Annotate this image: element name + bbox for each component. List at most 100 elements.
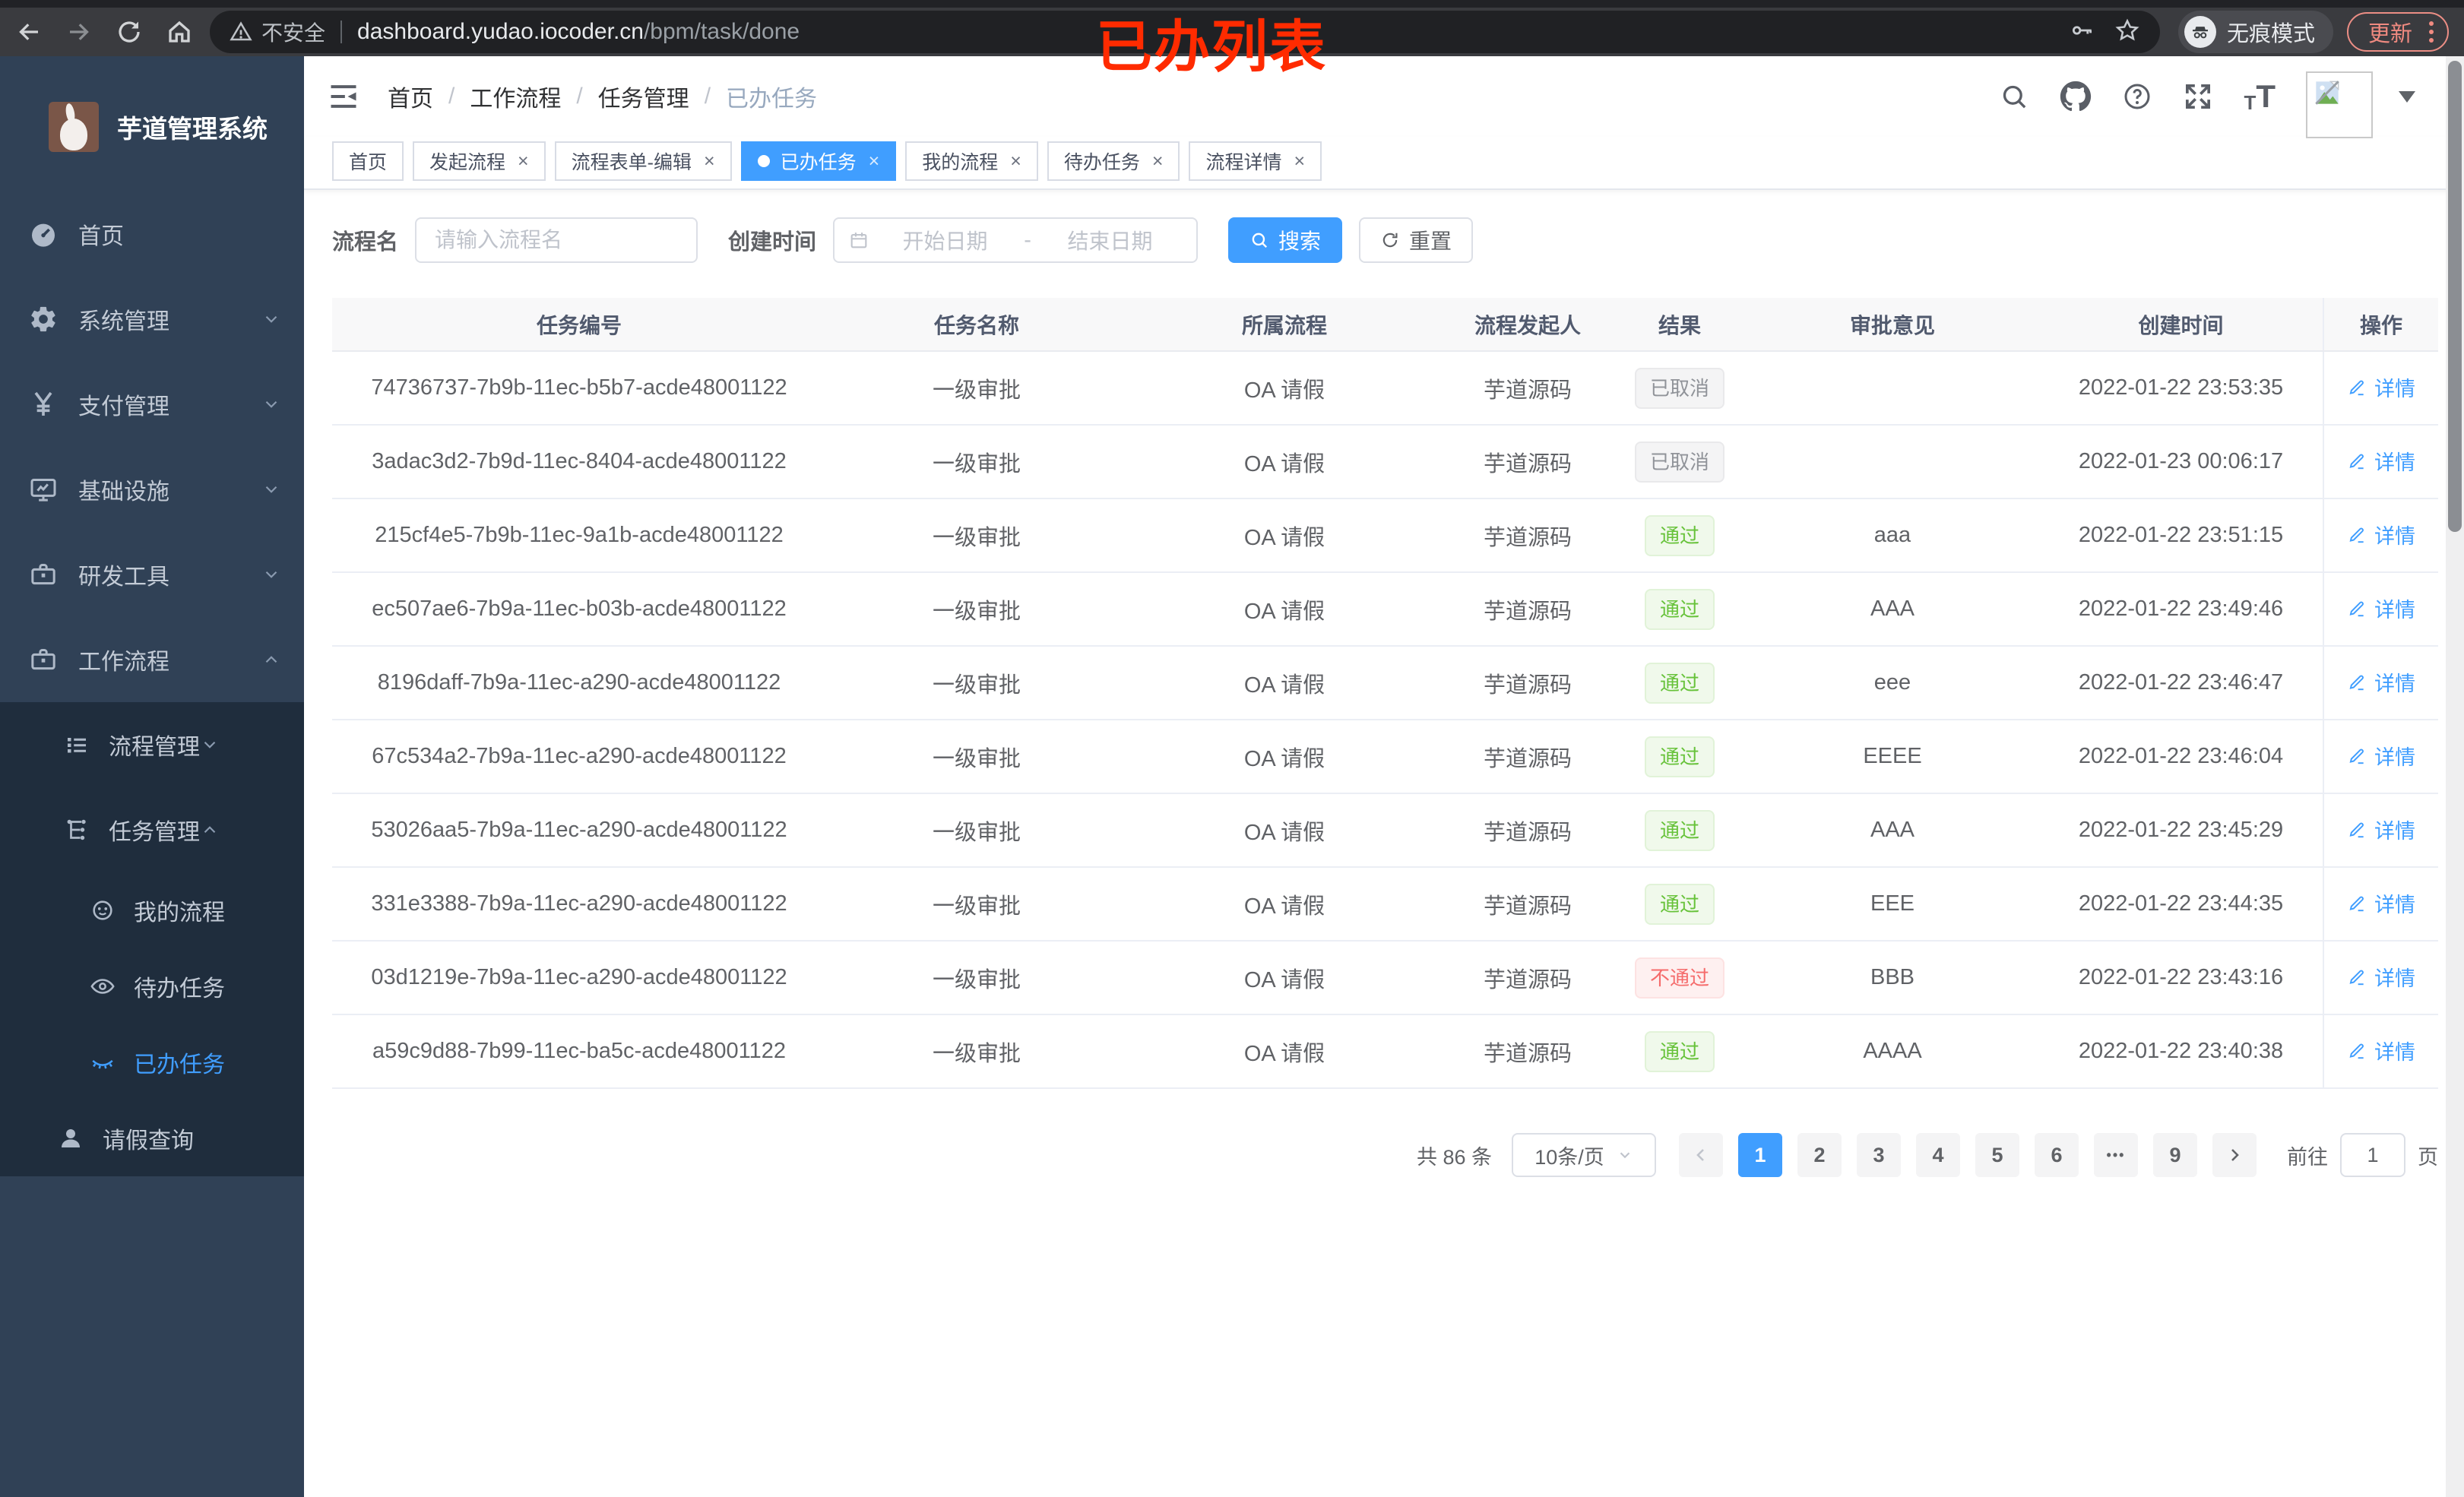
sidebar-item-task-mgmt[interactable]: 任务管理 <box>0 787 304 872</box>
tab-close-icon[interactable]: × <box>1151 150 1164 172</box>
tab-close-icon[interactable]: × <box>518 150 529 172</box>
tab-start-process[interactable]: 发起流程 × <box>413 141 546 181</box>
fullscreen-icon[interactable] <box>2183 81 2213 112</box>
tab-home[interactable]: 首页 <box>332 141 404 181</box>
detail-link[interactable]: 详情 <box>2347 667 2415 697</box>
tab-close-icon[interactable]: × <box>868 150 880 172</box>
col-opinion: 审批意见 <box>1746 298 2039 352</box>
url-host: dashboard.yudao.iocoder.cn <box>357 19 644 44</box>
date-start-placeholder[interactable]: 开始日期 <box>902 229 988 253</box>
tab-process-detail[interactable]: 流程详情 × <box>1189 141 1322 181</box>
col-starter: 流程发起人 <box>1442 298 1614 352</box>
chevron-down-icon <box>265 315 277 323</box>
toolbox-icon <box>31 564 55 585</box>
address-bar[interactable]: 不安全 dashboard.yudao.iocoder.cn /bpm/task… <box>210 11 2160 53</box>
result-badge: 通过 <box>1644 588 1715 630</box>
tab-form-edit[interactable]: 流程表单-编辑 × <box>554 141 732 181</box>
sidebar-item-my-process[interactable]: 我的流程 <box>0 872 304 948</box>
page-button-6[interactable]: 6 <box>2035 1133 2079 1177</box>
sidebar-logo[interactable]: 芋道管理系统 <box>0 56 304 170</box>
tab-done-tasks[interactable]: 已办任务 × <box>740 141 897 181</box>
page-button-4[interactable]: 4 <box>1916 1133 1960 1177</box>
browser-menu-icon[interactable] <box>2424 21 2438 43</box>
breadcrumb-task-mgmt[interactable]: 任务管理 <box>597 87 689 112</box>
breadcrumb-workflow[interactable]: 工作流程 <box>470 87 562 112</box>
tab-my-process[interactable]: 我的流程 × <box>905 141 1038 181</box>
detail-link[interactable]: 详情 <box>2347 372 2415 402</box>
sidebar-item-devtools[interactable]: 研发工具 <box>0 532 304 617</box>
page-button-5[interactable]: 5 <box>1975 1133 2019 1177</box>
sidebar-item-system[interactable]: 系统管理 <box>0 277 304 362</box>
tab-close-icon[interactable]: × <box>1294 150 1306 172</box>
incognito-icon <box>2184 16 2216 48</box>
page-button-9[interactable]: 9 <box>2153 1133 2197 1177</box>
tab-close-icon[interactable]: × <box>1010 150 1021 172</box>
process-name-input[interactable] <box>415 217 698 263</box>
goto-page-input[interactable] <box>2340 1133 2405 1177</box>
sidebar-item-infra[interactable]: 基础设施 <box>0 447 304 532</box>
app-title: 芋道管理系统 <box>117 115 268 143</box>
eye-open-icon <box>90 979 115 994</box>
prev-page-button[interactable] <box>1679 1133 1723 1177</box>
total-count: 共 86 条 <box>1416 1145 1492 1169</box>
detail-link[interactable]: 详情 <box>2347 593 2415 623</box>
filter-form: 流程名 创建时间 开始日期 - 结束日期 搜索 重置 <box>332 217 2438 263</box>
detail-link[interactable]: 详情 <box>2347 815 2415 844</box>
sidebar-item-payment[interactable]: 支付管理 <box>0 362 304 447</box>
security-label: 不安全 <box>261 21 326 45</box>
edit-icon <box>2349 380 2364 395</box>
page-size-select[interactable]: 10条/页 <box>1512 1133 1656 1177</box>
tab-close-icon[interactable]: × <box>703 150 715 172</box>
scrollbar-thumb[interactable] <box>2448 61 2462 532</box>
sidebar-item-workflow[interactable]: 工作流程 <box>0 617 304 702</box>
sidebar-item-process-mgmt[interactable]: 流程管理 <box>0 702 304 787</box>
browser-reload-button[interactable] <box>114 17 144 47</box>
result-badge: 通过 <box>1644 809 1715 851</box>
sidebar-item-done-tasks[interactable]: 已办任务 <box>0 1024 304 1100</box>
github-icon[interactable] <box>2060 81 2092 112</box>
avatar-dropdown-caret[interactable] <box>2399 90 2415 103</box>
detail-link[interactable]: 详情 <box>2347 520 2415 549</box>
browser-update-button[interactable]: 更新 <box>2346 12 2449 52</box>
detail-link[interactable]: 详情 <box>2347 888 2415 918</box>
search-button[interactable]: 搜索 <box>1228 217 1343 263</box>
table-row: ec507ae6-7b9a-11ec-b03b-acde48001122 一级审批… <box>332 572 2438 647</box>
sidebar-item-todo-tasks[interactable]: 待办任务 <box>0 948 304 1024</box>
col-create-time: 创建时间 <box>2039 298 2323 352</box>
dashboard-icon <box>32 223 55 247</box>
table-row: 331e3388-7b9a-11ec-a290-acde48001122 一级审批… <box>332 867 2438 942</box>
tab-todo-tasks[interactable]: 待办任务 × <box>1047 141 1180 181</box>
sidebar-collapse-icon[interactable] <box>327 80 360 113</box>
page-button-3[interactable]: 3 <box>1857 1133 1901 1177</box>
next-page-button[interactable] <box>2212 1133 2257 1177</box>
page-scrollbar[interactable] <box>2446 56 2464 1497</box>
detail-link[interactable]: 详情 <box>2347 962 2415 992</box>
browser-back-button[interactable] <box>14 17 44 47</box>
page-button-1[interactable]: 1 <box>1738 1133 1782 1177</box>
search-icon[interactable] <box>1999 81 2029 112</box>
detail-link[interactable]: 详情 <box>2347 1036 2415 1065</box>
avatar[interactable] <box>2306 71 2373 138</box>
sidebar-item-home[interactable]: 首页 <box>0 191 304 277</box>
sidebar-item-leave-query[interactable]: 请假查询 <box>0 1100 304 1176</box>
detail-link[interactable]: 详情 <box>2347 741 2415 771</box>
edit-icon <box>2349 748 2364 764</box>
browser-toolbar: 不安全 dashboard.yudao.iocoder.cn /bpm/task… <box>0 0 2464 56</box>
goto-suffix: 页 <box>2418 1145 2438 1169</box>
help-icon[interactable] <box>2122 81 2152 112</box>
breadcrumb-home[interactable]: 首页 <box>388 87 433 112</box>
date-range-picker[interactable]: 开始日期 - 结束日期 <box>833 217 1199 263</box>
chevron-down-icon <box>265 571 277 578</box>
more-pages-button[interactable]: ••• <box>2094 1133 2138 1177</box>
browser-home-button[interactable] <box>164 17 195 47</box>
edit-icon <box>2349 896 2364 911</box>
page-button-2[interactable]: 2 <box>1797 1133 1842 1177</box>
detail-link[interactable]: 详情 <box>2347 446 2415 476</box>
reset-button[interactable]: 重置 <box>1359 217 1474 263</box>
date-end-placeholder[interactable]: 结束日期 <box>1067 229 1153 253</box>
bookmark-star-icon[interactable] <box>2114 17 2140 47</box>
browser-forward-button[interactable] <box>64 17 94 47</box>
password-key-icon[interactable] <box>2069 17 2095 47</box>
